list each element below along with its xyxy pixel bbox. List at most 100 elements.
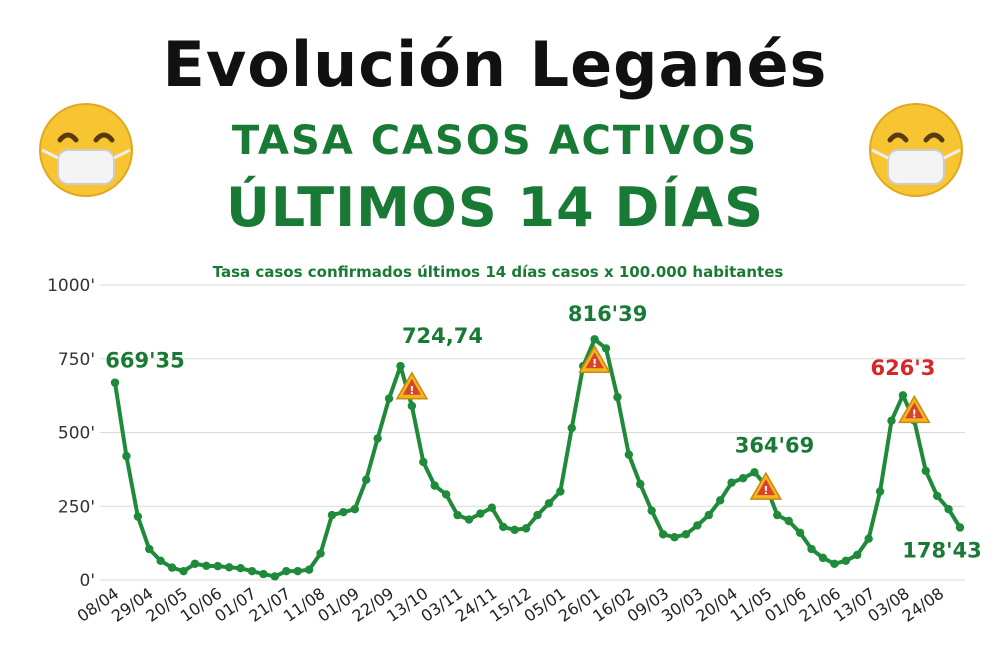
warning-triangle-icon: ! xyxy=(898,394,931,424)
data-points xyxy=(110,335,965,581)
data-point xyxy=(944,505,953,514)
data-point xyxy=(419,457,428,467)
grid xyxy=(100,284,965,581)
data-point xyxy=(179,566,188,576)
data-point xyxy=(567,423,576,433)
data-point xyxy=(533,510,542,520)
data-point xyxy=(955,523,965,532)
warning-triangle-icon: ! xyxy=(578,344,611,373)
data-point xyxy=(864,534,873,543)
data-point xyxy=(556,487,565,496)
y-tick-label: 750' xyxy=(58,350,95,370)
data-point xyxy=(636,479,645,489)
data-point xyxy=(224,563,234,572)
data-point xyxy=(270,572,280,581)
data-point xyxy=(887,416,896,425)
y-axis: 0' 250' 500' 750' 1000' xyxy=(47,276,95,591)
data-point xyxy=(521,524,531,533)
data-point xyxy=(156,556,165,566)
data-point xyxy=(853,550,862,560)
data-point xyxy=(681,530,691,539)
data-point xyxy=(122,451,131,461)
data-point xyxy=(818,553,828,563)
data-point xyxy=(795,528,805,537)
data-point xyxy=(282,566,291,576)
data-point xyxy=(407,401,417,411)
data-point xyxy=(304,565,314,574)
data-point xyxy=(613,392,622,402)
y-tick-label: 500' xyxy=(58,424,95,444)
data-point xyxy=(499,522,508,532)
data-point xyxy=(213,561,222,571)
subtitle-active-cases: TASA CASOS ACTIVOS xyxy=(231,118,759,164)
data-point xyxy=(430,481,439,490)
data-point xyxy=(727,478,736,487)
data-point xyxy=(190,559,200,568)
data-point xyxy=(841,556,851,566)
data-point xyxy=(750,468,759,477)
data-point xyxy=(373,434,382,443)
y-tick-label: 1000' xyxy=(47,276,95,296)
data-point xyxy=(898,391,908,400)
annotation-label: 364'69 xyxy=(735,433,815,457)
svg-text:!: ! xyxy=(763,484,768,497)
data-point xyxy=(476,509,485,518)
warning-markers: !!!! xyxy=(395,344,931,500)
face-with-medical-mask-icon xyxy=(869,103,963,197)
data-point xyxy=(807,544,816,554)
data-point xyxy=(647,506,656,515)
series-line xyxy=(113,337,962,579)
data-point xyxy=(339,507,348,517)
data-point xyxy=(624,450,634,459)
data-point xyxy=(738,474,748,483)
data-point xyxy=(830,559,839,568)
data-point xyxy=(693,521,702,530)
face-with-medical-mask-icon xyxy=(39,103,133,197)
data-point xyxy=(773,510,782,520)
page-title: Evolución Leganés xyxy=(162,28,828,101)
chart-title: Tasa casos confirmados últimos 14 días c… xyxy=(213,263,784,281)
data-point xyxy=(453,510,462,520)
data-point xyxy=(316,549,325,558)
x-axis: 08/0429/0420/0510/0601/0721/0711/0801/09… xyxy=(74,584,948,626)
data-point xyxy=(350,505,359,514)
data-point xyxy=(327,510,337,520)
data-point xyxy=(601,344,611,353)
y-tick-label: 250' xyxy=(58,497,95,517)
data-point xyxy=(133,512,143,521)
data-point xyxy=(875,487,885,496)
data-point xyxy=(236,564,245,573)
data-point xyxy=(259,569,268,579)
data-point xyxy=(510,525,519,535)
data-point xyxy=(716,496,725,505)
data-point xyxy=(441,490,451,499)
data-point xyxy=(110,378,120,387)
subtitle-last-14-days: ÚLTIMOS 14 DÍAS xyxy=(225,176,765,239)
svg-text:!: ! xyxy=(409,384,414,397)
annotation-label: 816'39 xyxy=(568,302,648,326)
data-point xyxy=(932,491,942,501)
data-point xyxy=(544,499,554,508)
annotations: 669'35 724,74 816'39 364'69 626'3 178'43 xyxy=(105,302,982,562)
data-point xyxy=(384,394,394,403)
warning-triangle-icon: ! xyxy=(749,471,783,500)
data-point xyxy=(362,475,371,484)
annotation-label: 669'35 xyxy=(105,349,185,373)
data-point xyxy=(202,561,211,571)
svg-text:!: ! xyxy=(592,357,597,370)
data-point xyxy=(396,361,405,371)
data-point xyxy=(464,515,474,524)
data-point xyxy=(293,566,302,576)
annotation-label: 178'43 xyxy=(902,538,982,562)
data-point xyxy=(145,544,154,554)
warning-triangle-icon: ! xyxy=(395,371,429,400)
annotation-label: 626'3 xyxy=(870,356,935,380)
data-point xyxy=(921,466,930,476)
data-point xyxy=(658,530,668,539)
data-point xyxy=(670,533,679,542)
data-point xyxy=(167,563,177,572)
data-point xyxy=(704,510,713,520)
data-point xyxy=(590,335,599,344)
y-tick-label: 0' xyxy=(80,571,96,591)
